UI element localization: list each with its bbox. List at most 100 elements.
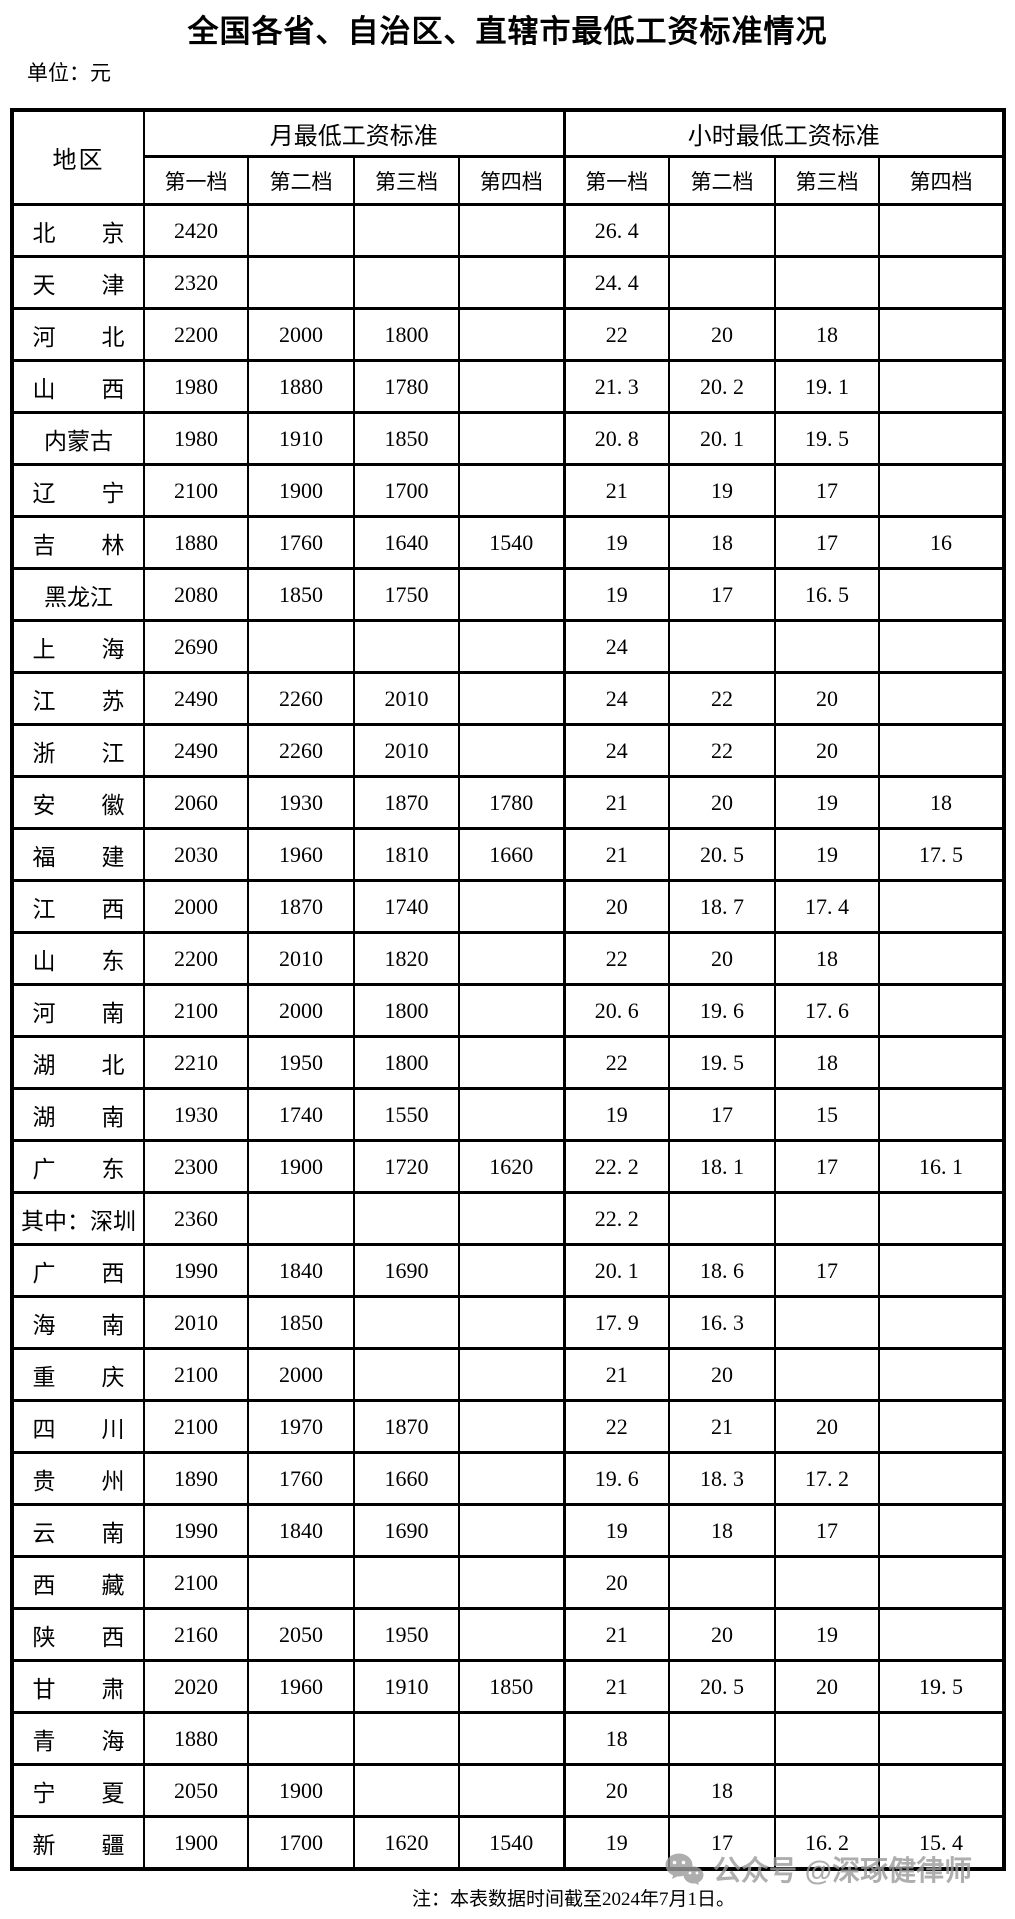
value-cell-monthly-2: 1760: [247, 1451, 355, 1506]
value-cell-monthly-3: 1800: [353, 983, 460, 1038]
value-cell-monthly-3: 1750: [353, 567, 460, 622]
value-cell-monthly-2: 1700: [247, 1815, 355, 1871]
table-row: 海 南 2010 1850 17. 9 16. 3: [11, 1295, 1005, 1350]
region-cell: 山 东: [11, 931, 145, 986]
value-cell-monthly-4: [458, 411, 565, 466]
value-cell-monthly-1: 2020: [143, 1659, 249, 1714]
value-cell-monthly-1: 2050: [143, 1763, 249, 1818]
value-cell-hourly-2: 22: [668, 723, 776, 778]
region-cell: 湖 北: [11, 1035, 145, 1090]
value-cell-hourly-4: [878, 723, 1005, 778]
table-row: 福 建 2030 1960 1810 1660 21 20. 5 19 17. …: [11, 827, 1005, 882]
value-cell-hourly-4: 16: [878, 515, 1005, 570]
value-cell-hourly-4: 17. 5: [878, 827, 1005, 882]
value-cell-monthly-2: 1840: [247, 1503, 355, 1558]
value-cell-hourly-1: 20: [562, 1763, 670, 1818]
table-row: 青 海 1880 18: [11, 1711, 1005, 1766]
value-cell-monthly-1: 1930: [143, 1087, 249, 1142]
value-cell-hourly-1: 22: [562, 1035, 670, 1090]
value-cell-hourly-2: 18: [668, 1503, 776, 1558]
value-cell-monthly-1: 2210: [143, 1035, 249, 1090]
table-row: 浙 江 2490 2260 2010 24 22 20: [11, 723, 1005, 778]
value-cell-hourly-1: 21: [562, 1659, 670, 1714]
value-cell-monthly-3: 1810: [353, 827, 460, 882]
value-cell-hourly-1: 19: [562, 1815, 670, 1871]
region-cell: 上 海: [11, 619, 145, 674]
value-cell-monthly-4: 1850: [458, 1659, 565, 1714]
value-cell-hourly-2: 20: [668, 775, 776, 830]
region-cell: 浙 江: [11, 723, 145, 778]
table-row: 山 东 2200 2010 1820 22 20 18: [11, 931, 1005, 986]
page-title: 全国各省、自治区、直辖市最低工资标准情况: [187, 14, 828, 49]
region-cell: 江 苏: [11, 671, 145, 726]
value-cell-hourly-4: 18: [878, 775, 1005, 830]
value-cell-hourly-4: [878, 1295, 1005, 1350]
value-cell-monthly-3: 1620: [353, 1815, 460, 1871]
hourly-group-header: 小时最低工资标准: [562, 108, 1005, 158]
value-cell-hourly-1: 22. 2: [562, 1139, 670, 1194]
value-cell-hourly-4: [878, 255, 1005, 310]
region-cell: 福 建: [11, 827, 145, 882]
value-cell-hourly-3: 17: [774, 515, 880, 570]
value-cell-hourly-1: 19: [562, 567, 670, 622]
value-cell-hourly-2: 17: [668, 1087, 776, 1142]
value-cell-hourly-2: 20: [668, 1607, 776, 1662]
value-cell-monthly-4: 1540: [458, 1815, 565, 1871]
value-cell-hourly-4: [878, 1399, 1005, 1454]
region-cell: 河 北: [11, 307, 145, 362]
value-cell-hourly-1: 19: [562, 515, 670, 570]
value-cell-hourly-1: 17. 9: [562, 1295, 670, 1350]
table-row: 湖 北 2210 1950 1800 22 19. 5 18: [11, 1035, 1005, 1090]
value-cell-hourly-1: 21: [562, 1347, 670, 1402]
value-cell-hourly-4: [878, 619, 1005, 674]
table-row: 辽 宁 2100 1900 1700 21 19 17: [11, 463, 1005, 518]
tier-header-hourly-3: 第三档: [774, 155, 880, 206]
value-cell-hourly-4: [878, 879, 1005, 934]
value-cell-monthly-2: 2260: [247, 671, 355, 726]
value-cell-monthly-2: 1900: [247, 463, 355, 518]
value-cell-hourly-4: [878, 1555, 1005, 1610]
value-cell-hourly-4: 15. 4: [878, 1815, 1005, 1871]
value-cell-hourly-3: [774, 1555, 880, 1610]
region-cell: 新 疆: [11, 1815, 145, 1871]
value-cell-hourly-1: 22. 2: [562, 1191, 670, 1246]
table-row: 重 庆 2100 2000 21 20: [11, 1347, 1005, 1402]
region-cell: 吉 林: [11, 515, 145, 570]
value-cell-hourly-1: 24. 4: [562, 255, 670, 310]
value-cell-monthly-3: 1740: [353, 879, 460, 934]
region-cell: 黑龙江: [11, 567, 145, 622]
value-cell-hourly-1: 20. 6: [562, 983, 670, 1038]
value-cell-monthly-3: [353, 1191, 460, 1246]
value-cell-hourly-2: 18. 7: [668, 879, 776, 934]
region-cell: 湖 南: [11, 1087, 145, 1142]
value-cell-monthly-4: [458, 619, 565, 674]
value-cell-hourly-3: 17: [774, 1503, 880, 1558]
tier-header-hourly-4: 第四档: [878, 155, 1005, 206]
tier-header-monthly-4: 第四档: [458, 155, 565, 206]
value-cell-hourly-1: 20: [562, 1555, 670, 1610]
value-cell-hourly-4: [878, 1347, 1005, 1402]
value-cell-hourly-1: 21. 3: [562, 359, 670, 414]
value-cell-monthly-1: 1980: [143, 411, 249, 466]
table-row: 内蒙古 1980 1910 1850 20. 8 20. 1 19. 5: [11, 411, 1005, 466]
value-cell-hourly-4: [878, 671, 1005, 726]
value-cell-monthly-2: 1910: [247, 411, 355, 466]
value-cell-hourly-3: [774, 619, 880, 674]
value-cell-hourly-3: [774, 1711, 880, 1766]
value-cell-hourly-4: [878, 1763, 1005, 1818]
value-cell-monthly-2: 1900: [247, 1763, 355, 1818]
region-column-header: 地区: [11, 108, 145, 206]
region-cell: 陕 西: [11, 1607, 145, 1662]
value-cell-hourly-3: 19: [774, 827, 880, 882]
value-cell-hourly-3: 18: [774, 931, 880, 986]
value-cell-monthly-1: 2490: [143, 671, 249, 726]
value-cell-monthly-4: [458, 1399, 565, 1454]
region-cell: 河 南: [11, 983, 145, 1038]
value-cell-hourly-2: 20. 5: [668, 827, 776, 882]
value-cell-monthly-1: 2490: [143, 723, 249, 778]
value-cell-hourly-2: [668, 619, 776, 674]
value-cell-hourly-3: [774, 1191, 880, 1246]
value-cell-hourly-3: 17. 4: [774, 879, 880, 934]
region-cell: 海 南: [11, 1295, 145, 1350]
table-row: 天 津 2320 24. 4: [11, 255, 1005, 310]
